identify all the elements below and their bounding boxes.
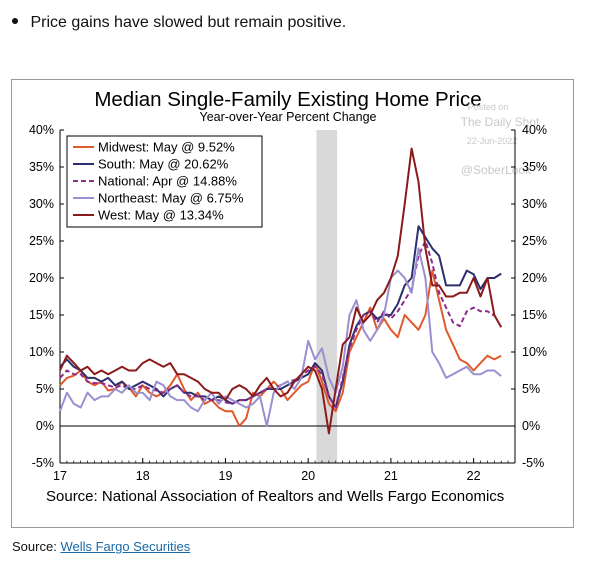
y-tick-label-left: 15% <box>29 308 54 322</box>
legend-entry: National: Apr @ 14.88% <box>98 174 237 189</box>
y-tick-label-right: 20% <box>522 271 547 285</box>
chart-source: Source: National Association of Realtors… <box>46 488 504 505</box>
y-tick-label-right: 30% <box>522 197 547 211</box>
y-tick-label-left: 20% <box>29 271 54 285</box>
y-tick-label-left: 35% <box>29 160 54 174</box>
legend-box <box>66 135 263 228</box>
x-tick-label: 22 <box>467 469 481 483</box>
y-tick-label-right: 35% <box>522 160 547 174</box>
chart-title: Median Single-Family Existing Home Price <box>94 88 481 111</box>
watermark-line2: The Daily Shot <box>461 115 540 129</box>
y-tick-label-right: -5% <box>522 456 544 470</box>
x-tick-label: 18 <box>136 469 150 483</box>
series-line-5 <box>59 147 503 435</box>
bullet-text: Price gains have slowed but remain posit… <box>30 14 347 31</box>
chart-figure: Median Single-Family Existing Home Price… <box>11 79 574 528</box>
x-tick-label: 21 <box>384 469 398 483</box>
series-line-4 <box>59 247 502 427</box>
footer-source-prefix: Source: <box>12 539 57 554</box>
y-tick-label-left: -5% <box>32 456 54 470</box>
legend-entry: West: May @ 13.34% <box>98 208 224 223</box>
y-tick-label-left: 30% <box>29 197 54 211</box>
x-tick-label: 19 <box>219 469 233 483</box>
legend: Midwest: May @ 9.52% South: May @ 20.62% N… <box>66 135 263 228</box>
y-tick-label-right: 5% <box>522 382 540 396</box>
y-tick-label-left: 5% <box>36 382 54 396</box>
y-tick-label-right: 25% <box>522 234 547 248</box>
y-tick-label-left: 10% <box>29 345 54 359</box>
recession-shade <box>316 130 338 463</box>
bullet-row: Price gains have slowed but remain posit… <box>12 14 346 32</box>
y-tick-label-left: 25% <box>29 234 54 248</box>
series-line-1 <box>59 269 502 427</box>
x-tick-label: 17 <box>53 469 67 483</box>
y-tick-label-right: 40% <box>522 123 547 137</box>
y-tick-label-right: 0% <box>522 419 540 433</box>
legend-entry: Northeast: May @ 6.75% <box>98 191 244 206</box>
footer-source: Source: Wells Fargo Securities <box>12 539 190 554</box>
legend-entry: South: May @ 20.62% <box>98 157 229 172</box>
watermark-line3: 22-Jun-2022 <box>467 136 518 146</box>
y-tick-label-left: 0% <box>36 419 54 433</box>
y-tick-label-left: 40% <box>29 123 54 137</box>
legend-entry: Midwest: May @ 9.52% <box>98 140 235 155</box>
series-line-2 <box>59 225 502 409</box>
footer-source-link[interactable]: Wells Fargo Securities <box>60 539 191 554</box>
watermark-line1: Posted on <box>468 102 509 112</box>
bullet-dot-icon <box>12 17 18 24</box>
x-tick-label: 20 <box>301 469 315 483</box>
y-tick-label-right: 15% <box>522 308 547 322</box>
y-tick-label-right: 10% <box>522 345 547 359</box>
chart-subtitle: Year-over-Year Percent Change <box>200 110 377 124</box>
chart-svg: Median Single-Family Existing Home Price… <box>29 88 547 505</box>
